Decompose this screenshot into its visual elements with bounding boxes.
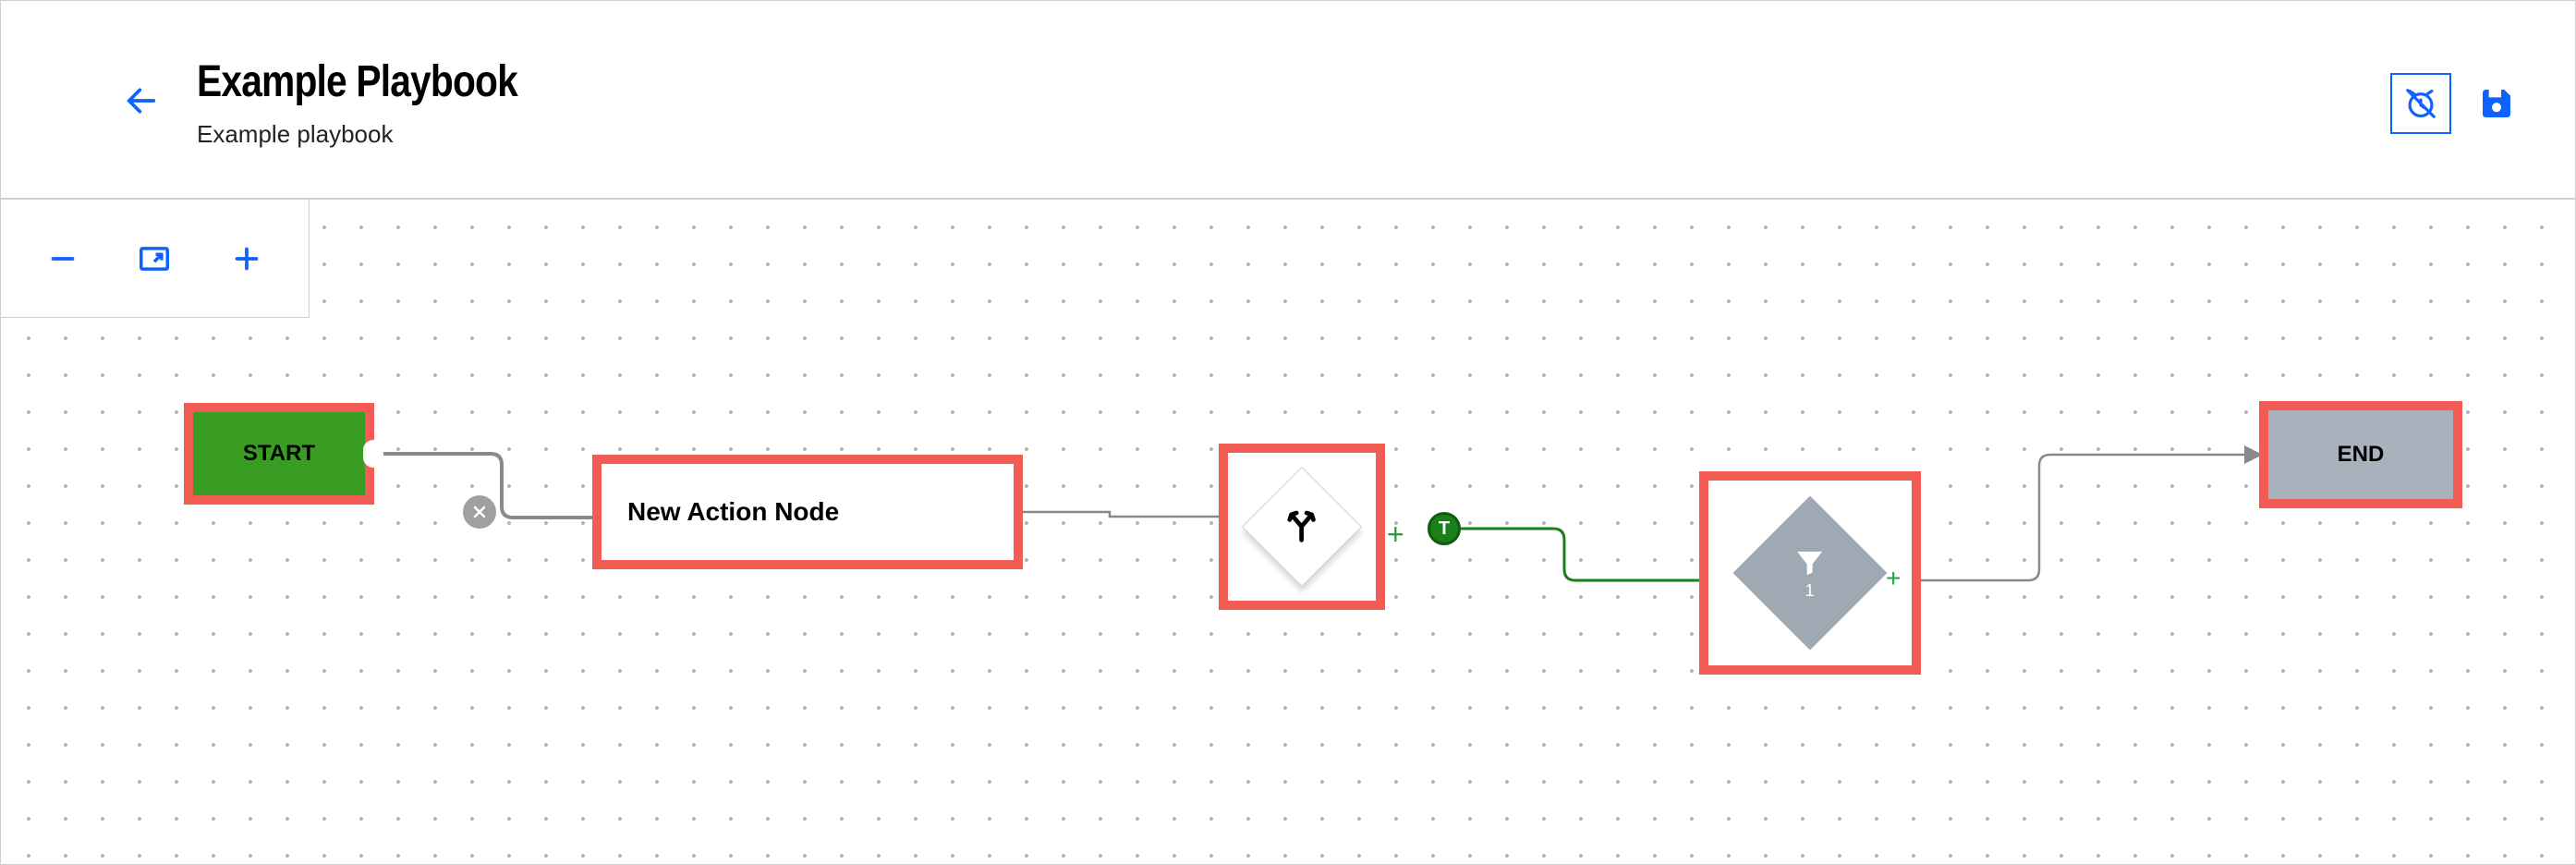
true-branch-badge[interactable]: T [1428,512,1461,545]
condition-output-port[interactable]: + [1387,518,1404,552]
page-subtitle: Example playbook [197,120,574,149]
title-block: Example Playbook Example playbook [197,56,574,149]
condition-node[interactable] [1219,444,1385,610]
end-node-label: END [2338,442,2385,468]
action-node[interactable]: New Action Node [592,455,1023,569]
filter-output-port[interactable]: + [1886,564,1901,593]
start-node[interactable]: START [184,403,374,505]
filter-count: 1 [1805,581,1815,601]
header-bar: Example Playbook Example playbook [1,1,2575,199]
header-actions [2390,73,2520,134]
condition-diamond [1242,467,1362,587]
zoom-out-button[interactable] [46,242,79,275]
edge-cond-filter [1461,529,1729,580]
fit-view-button[interactable] [137,241,172,276]
funnel-icon [1793,546,1827,579]
split-icon [1282,505,1322,550]
alarm-off-button[interactable] [2390,73,2451,134]
zoom-toolbar [1,200,310,318]
start-output-port[interactable] [363,440,383,468]
edge-action-cond [1023,512,1219,517]
zoom-in-button[interactable] [230,242,263,275]
filter-diamond: 1 [1733,496,1888,651]
true-badge-label: T [1439,518,1450,540]
end-node[interactable]: END [2259,401,2462,508]
edge-filter-end [1921,455,2259,580]
back-button[interactable] [123,82,160,124]
action-node-label: New Action Node [627,497,839,527]
page-title: Example Playbook [197,56,517,107]
workflow-canvas[interactable]: START New Action Node [1,199,2575,864]
delete-edge-button[interactable] [463,495,496,529]
playbook-editor: Example Playbook Example playbook [0,0,2576,865]
start-node-label: START [243,441,315,467]
save-button[interactable] [2473,80,2520,127]
